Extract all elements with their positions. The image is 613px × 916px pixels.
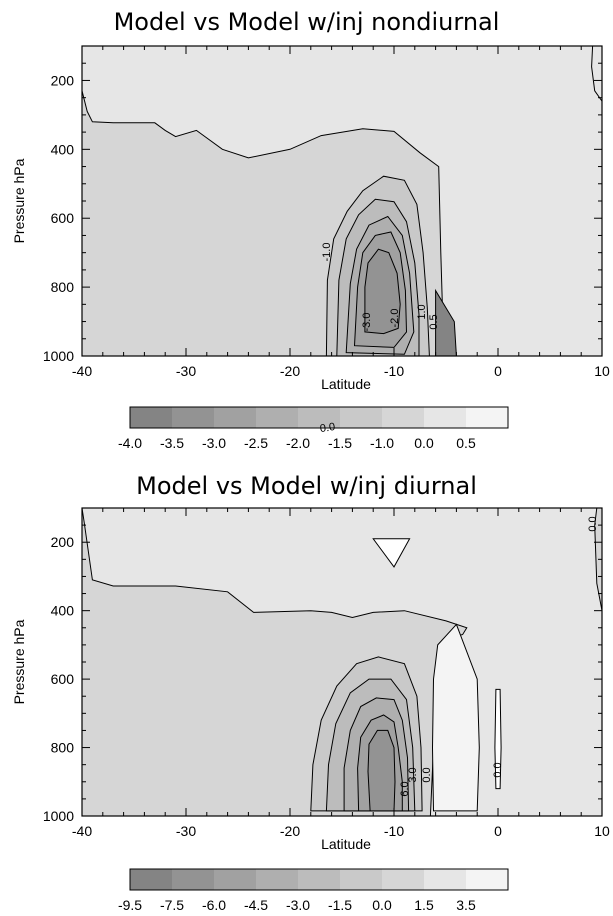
contour-label: -1.0 [321, 243, 333, 262]
contour-region [591, 46, 602, 102]
x-tick-label: -20 [280, 823, 300, 839]
colorbar-swatch [214, 407, 256, 428]
colorbar-swatch [130, 869, 172, 890]
colorbar-label: -2.5 [244, 435, 268, 451]
colorbar-label: -7.5 [160, 897, 184, 913]
colorbar-swatch [340, 407, 382, 428]
x-tick-label: -40 [72, 823, 92, 839]
colorbar-swatch [214, 869, 256, 890]
colorbar-label: -4.5 [244, 897, 268, 913]
contour-label: 0.0 [587, 516, 599, 531]
y-tick-label: 600 [51, 210, 75, 226]
y-tick-label: 1000 [43, 348, 74, 364]
y-tick-label: 1000 [43, 808, 74, 824]
contour-region [364, 248, 401, 335]
y-axis-label: Pressure hPa [11, 619, 27, 704]
colorbar-swatch [424, 869, 466, 890]
x-axis-label: Latitude [321, 836, 371, 852]
colorbar-swatch [256, 869, 298, 890]
colorbar-label: -3.0 [286, 897, 310, 913]
colorbar: -4.0 -3.5 -3.0 -2.5 -2.0 -1.5 -1.0 0.0 0.5 [118, 406, 509, 451]
chart-2: 0.06.03.0 0.0 0.00.0-40 -30 -20 -10 0 102004006… [11, 421, 610, 913]
colorbar-label: -4.0 [118, 435, 142, 451]
y-tick-label: 600 [51, 671, 75, 687]
contour-region [435, 288, 457, 356]
colorbar-label: -1.5 [328, 435, 352, 451]
colorbar-swatch [466, 407, 508, 428]
colorbar-label: 1.5 [414, 897, 434, 913]
chart-1-title: Model vs Model w/inj nondiurnal [113, 8, 500, 36]
colorbar-label: 0.5 [456, 435, 476, 451]
contour-region [372, 538, 411, 568]
x-tick-label: -30 [176, 363, 196, 379]
colorbar-label: 0.0 [372, 897, 392, 913]
colorbar-label: -1.0 [370, 435, 394, 451]
x-tick-label: -10 [384, 823, 404, 839]
colorbar-label: -6.0 [202, 897, 226, 913]
colorbar-swatch [172, 407, 214, 428]
y-axis-label: Pressure hPa [11, 158, 27, 243]
contour-label: 6.0 [399, 781, 411, 796]
colorbar-swatch [382, 407, 424, 428]
y-tick-label: 800 [51, 279, 75, 295]
colorbar-frame [129, 406, 509, 429]
colorbar-label: -9.5 [118, 897, 142, 913]
colorbar-label: -2.0 [286, 435, 310, 451]
contour-region [431, 623, 480, 812]
colorbar-swatch [298, 869, 340, 890]
contour-region [494, 688, 502, 790]
contour-label: 0.0 [421, 767, 433, 782]
colorbar-swatch [424, 407, 466, 428]
y-tick-label: 800 [51, 740, 75, 756]
x-tick-label: -40 [72, 363, 92, 379]
x-tick-label: -10 [384, 363, 404, 379]
chart-2-title: Model vs Model w/inj diurnal [136, 472, 477, 500]
contour-label: -2.0 [389, 309, 401, 328]
colorbar-frame [129, 868, 509, 891]
contour-fill [82, 508, 602, 816]
contour-fill [82, 46, 602, 356]
contour-label: -3.0 [361, 313, 373, 332]
colorbar-swatch [256, 407, 298, 428]
colorbar-swatch [130, 407, 172, 428]
colorbar-swatch [466, 869, 508, 890]
x-tick-label: 10 [594, 823, 610, 839]
y-tick-label: 400 [51, 603, 75, 619]
x-tick-label: 10 [594, 363, 610, 379]
x-tick-label: 0 [494, 363, 502, 379]
x-tick-label: 0 [494, 823, 502, 839]
colorbar-swatch [340, 869, 382, 890]
y-tick-label: 200 [51, 534, 75, 550]
colorbar-swatch [382, 869, 424, 890]
colorbar-label: 3.5 [456, 897, 476, 913]
colorbar-label: 0.0 [414, 435, 434, 451]
x-axis-label: Latitude [321, 376, 371, 392]
y-tick-label: 200 [51, 72, 75, 88]
chart-1: -1.0-3.0 -2.0 1.00.5-40 -30 -20 -10 0 102004006… [11, 45, 610, 451]
contour-label: 1.0 [416, 304, 428, 319]
contour-label: 0.0 [492, 762, 504, 777]
contour-label: 0.0 [319, 421, 336, 435]
x-tick-label: -30 [176, 823, 196, 839]
contour-region [367, 729, 396, 812]
colorbar-label: -3.0 [202, 435, 226, 451]
colorbar-label: -3.5 [160, 435, 184, 451]
colorbar-label: -1.5 [328, 897, 352, 913]
x-tick-label: -20 [280, 363, 300, 379]
colorbar: -9.5 -7.5 -6.0 -4.5 -3.0 -1.5 0.0 1.5 3.5 [118, 868, 509, 913]
contour-label: 0.5 [428, 314, 440, 329]
colorbar-swatch [172, 869, 214, 890]
contour-label: 3.0 [407, 767, 419, 782]
colorbar-swatch [298, 407, 340, 428]
y-tick-label: 400 [51, 141, 75, 157]
